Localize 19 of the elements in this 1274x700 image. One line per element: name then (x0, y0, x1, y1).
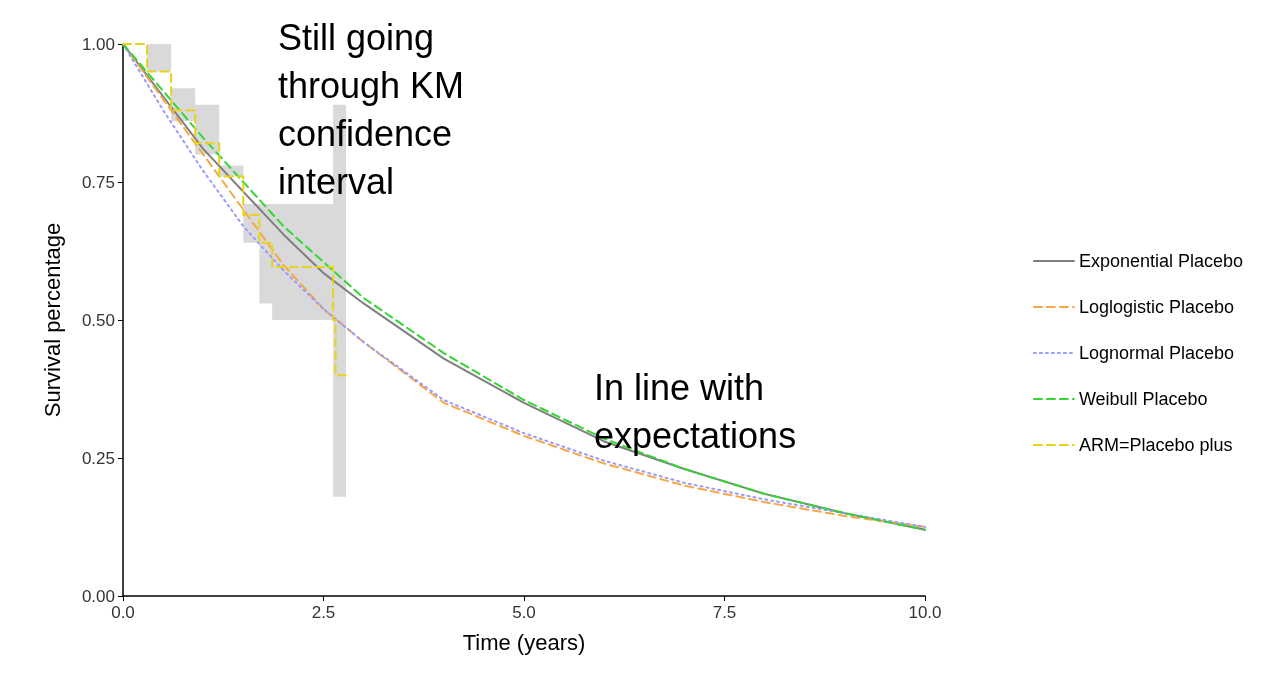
y-tick-label: 0.75 (81, 172, 115, 192)
legend-label: Lognormal Placebo (1078, 343, 1234, 363)
y-tick-label: 0.00 (81, 586, 115, 606)
annotation: In line with expectations (594, 366, 798, 458)
x-axis-title: Time (years) (462, 629, 586, 655)
legend-label: ARM=Placebo plus (1078, 435, 1233, 455)
y-tick-label: 0.50 (81, 310, 115, 330)
x-tick-label: 0.0 (111, 603, 135, 622)
x-tick-label: 5.0 (512, 603, 536, 622)
y-axis-title: Survival percentage (39, 222, 65, 418)
x-tick-label: 7.5 (712, 603, 737, 622)
legend-label: Exponential Placebo (1078, 251, 1244, 271)
legend-label: Loglogistic Placebo (1078, 297, 1234, 317)
x-tick-label: 10.0 (908, 603, 942, 622)
y-tick-label: 1.00 (81, 34, 115, 54)
annotation: Still going through KM confidence interval (278, 16, 466, 204)
x-tick-label: 2.5 (311, 603, 336, 622)
legend-label: Weibull Placebo (1078, 389, 1208, 409)
y-tick-label: 0.25 (81, 448, 115, 468)
